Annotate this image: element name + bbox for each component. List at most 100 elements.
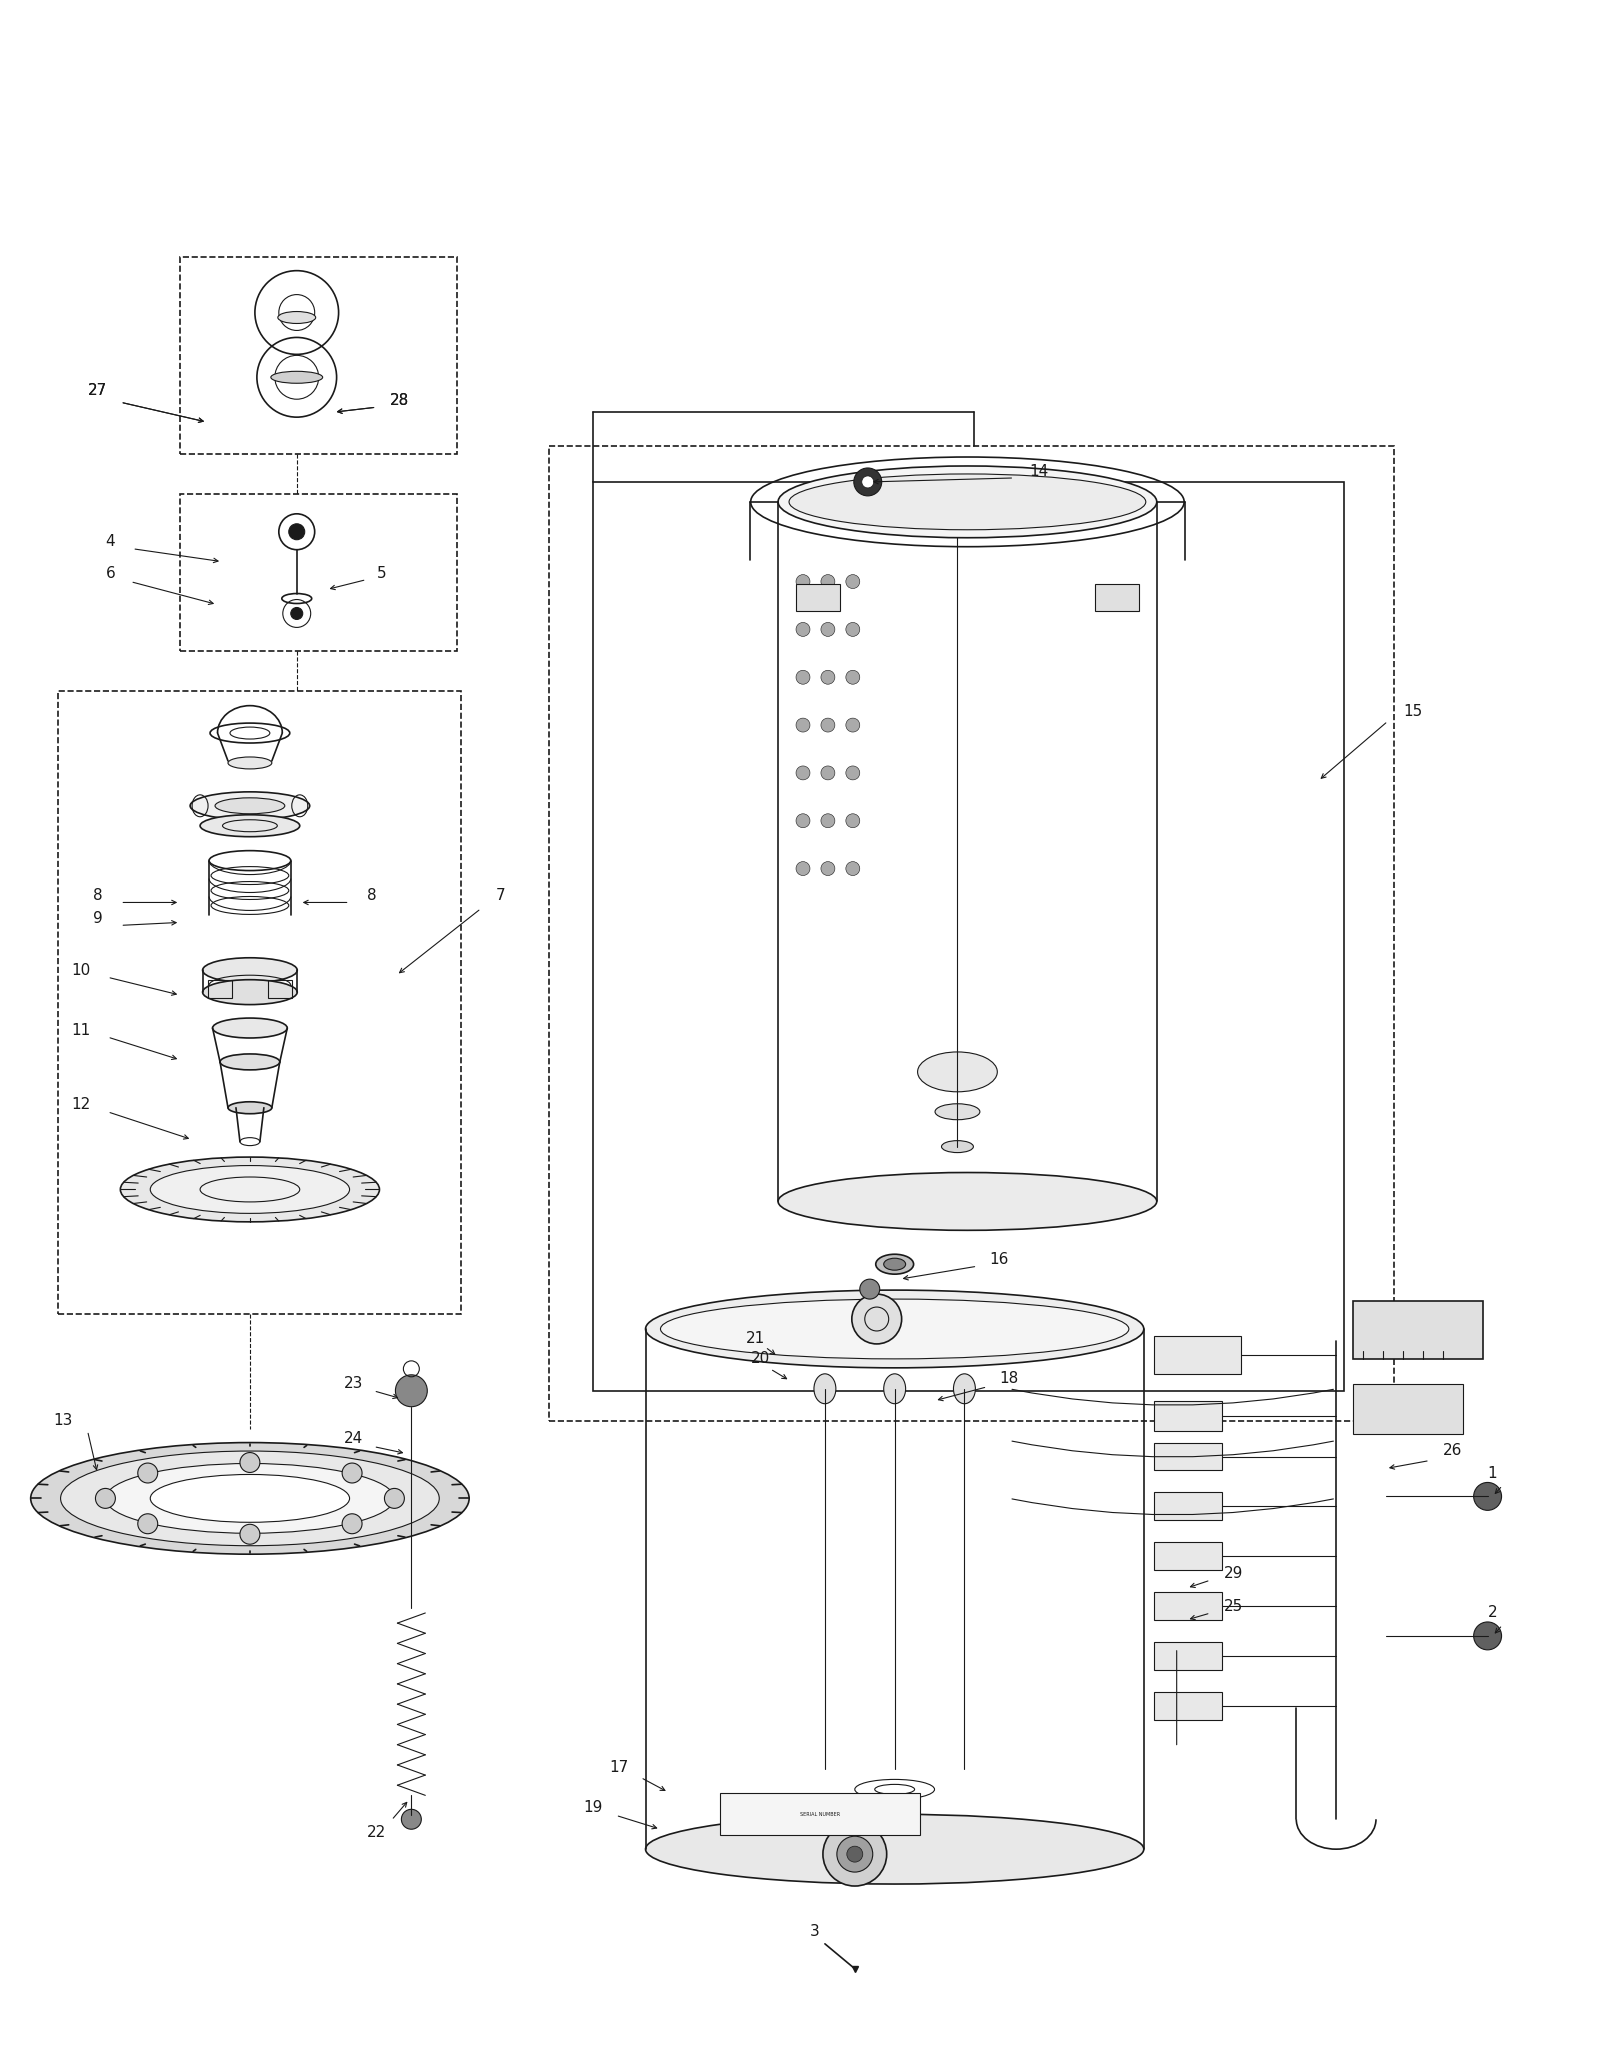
Ellipse shape bbox=[875, 1254, 914, 1275]
Circle shape bbox=[846, 1846, 862, 1863]
Bar bbox=[1354, 1302, 1483, 1358]
Ellipse shape bbox=[278, 310, 315, 323]
Text: 29: 29 bbox=[1224, 1565, 1243, 1581]
Text: 27: 27 bbox=[88, 383, 107, 397]
Bar bbox=[1154, 1335, 1242, 1374]
Ellipse shape bbox=[150, 1165, 349, 1213]
Bar bbox=[1154, 1443, 1221, 1470]
Circle shape bbox=[821, 718, 835, 733]
Ellipse shape bbox=[203, 958, 298, 983]
Circle shape bbox=[859, 1279, 880, 1300]
Text: 8: 8 bbox=[93, 888, 102, 903]
Text: 4: 4 bbox=[106, 534, 115, 549]
Circle shape bbox=[821, 861, 835, 876]
Circle shape bbox=[797, 671, 810, 685]
Ellipse shape bbox=[213, 1018, 288, 1037]
Circle shape bbox=[342, 1513, 362, 1534]
Text: 24: 24 bbox=[344, 1430, 363, 1447]
Circle shape bbox=[846, 671, 859, 685]
Ellipse shape bbox=[221, 1054, 280, 1070]
Text: 1: 1 bbox=[1488, 1466, 1498, 1480]
Circle shape bbox=[854, 468, 882, 497]
Circle shape bbox=[846, 575, 859, 588]
Ellipse shape bbox=[200, 816, 299, 836]
Text: 5: 5 bbox=[376, 565, 386, 582]
Circle shape bbox=[797, 861, 810, 876]
Circle shape bbox=[846, 766, 859, 780]
Text: 27: 27 bbox=[88, 383, 107, 397]
Bar bbox=[549, 445, 1394, 1420]
Bar bbox=[1354, 1383, 1462, 1435]
Circle shape bbox=[138, 1463, 158, 1482]
Circle shape bbox=[384, 1488, 405, 1509]
Ellipse shape bbox=[883, 1259, 906, 1271]
Circle shape bbox=[96, 1488, 115, 1509]
Bar bbox=[1154, 1542, 1221, 1571]
Ellipse shape bbox=[917, 1052, 997, 1091]
Circle shape bbox=[402, 1809, 421, 1830]
Ellipse shape bbox=[214, 797, 285, 814]
Text: 26: 26 bbox=[1443, 1443, 1462, 1457]
Circle shape bbox=[240, 1524, 259, 1544]
Text: 7: 7 bbox=[496, 888, 506, 903]
Circle shape bbox=[846, 718, 859, 733]
Bar bbox=[181, 257, 458, 453]
Ellipse shape bbox=[645, 1290, 1144, 1368]
Circle shape bbox=[862, 476, 874, 489]
Circle shape bbox=[797, 766, 810, 780]
Text: 18: 18 bbox=[1000, 1370, 1019, 1387]
Circle shape bbox=[797, 718, 810, 733]
Text: 3: 3 bbox=[810, 1925, 819, 1940]
Circle shape bbox=[821, 766, 835, 780]
Bar bbox=[1154, 1401, 1221, 1430]
Text: 25: 25 bbox=[1224, 1598, 1243, 1613]
Text: 16: 16 bbox=[990, 1252, 1010, 1267]
Text: 14: 14 bbox=[1029, 464, 1048, 480]
Ellipse shape bbox=[789, 474, 1146, 530]
Ellipse shape bbox=[190, 793, 310, 820]
Bar bbox=[592, 482, 1344, 1391]
Ellipse shape bbox=[150, 1474, 349, 1521]
Ellipse shape bbox=[645, 1813, 1144, 1884]
Text: 22: 22 bbox=[366, 1826, 386, 1840]
Circle shape bbox=[837, 1836, 872, 1871]
Bar bbox=[58, 691, 461, 1314]
Circle shape bbox=[288, 524, 304, 540]
Text: 10: 10 bbox=[70, 963, 90, 977]
Bar bbox=[208, 981, 232, 998]
Text: 2: 2 bbox=[1488, 1606, 1498, 1621]
Bar bbox=[1154, 1592, 1221, 1621]
Circle shape bbox=[342, 1463, 362, 1482]
Text: 28: 28 bbox=[390, 393, 410, 408]
Bar bbox=[1094, 584, 1139, 611]
Circle shape bbox=[291, 607, 302, 619]
Circle shape bbox=[851, 1294, 902, 1343]
Bar bbox=[1154, 1691, 1221, 1720]
Ellipse shape bbox=[778, 466, 1157, 538]
Circle shape bbox=[797, 623, 810, 635]
Circle shape bbox=[1474, 1623, 1501, 1650]
Text: 23: 23 bbox=[344, 1377, 363, 1391]
Circle shape bbox=[846, 623, 859, 635]
Ellipse shape bbox=[883, 1374, 906, 1403]
Bar bbox=[181, 495, 458, 652]
Text: 28: 28 bbox=[390, 393, 410, 408]
Ellipse shape bbox=[203, 979, 298, 1004]
Text: 21: 21 bbox=[746, 1331, 765, 1346]
Text: 8: 8 bbox=[366, 888, 376, 903]
Ellipse shape bbox=[30, 1443, 469, 1555]
Bar bbox=[267, 981, 291, 998]
Text: 11: 11 bbox=[70, 1023, 90, 1037]
Circle shape bbox=[138, 1513, 158, 1534]
Ellipse shape bbox=[61, 1451, 440, 1546]
Ellipse shape bbox=[814, 1374, 835, 1403]
Text: 13: 13 bbox=[53, 1414, 72, 1428]
Ellipse shape bbox=[934, 1103, 979, 1120]
Bar bbox=[1154, 1492, 1221, 1519]
Ellipse shape bbox=[227, 758, 272, 768]
Text: 9: 9 bbox=[93, 911, 102, 925]
Text: SERIAL NUMBER: SERIAL NUMBER bbox=[800, 1811, 840, 1817]
Ellipse shape bbox=[120, 1157, 379, 1221]
Text: 17: 17 bbox=[610, 1760, 629, 1774]
Bar bbox=[797, 584, 840, 611]
